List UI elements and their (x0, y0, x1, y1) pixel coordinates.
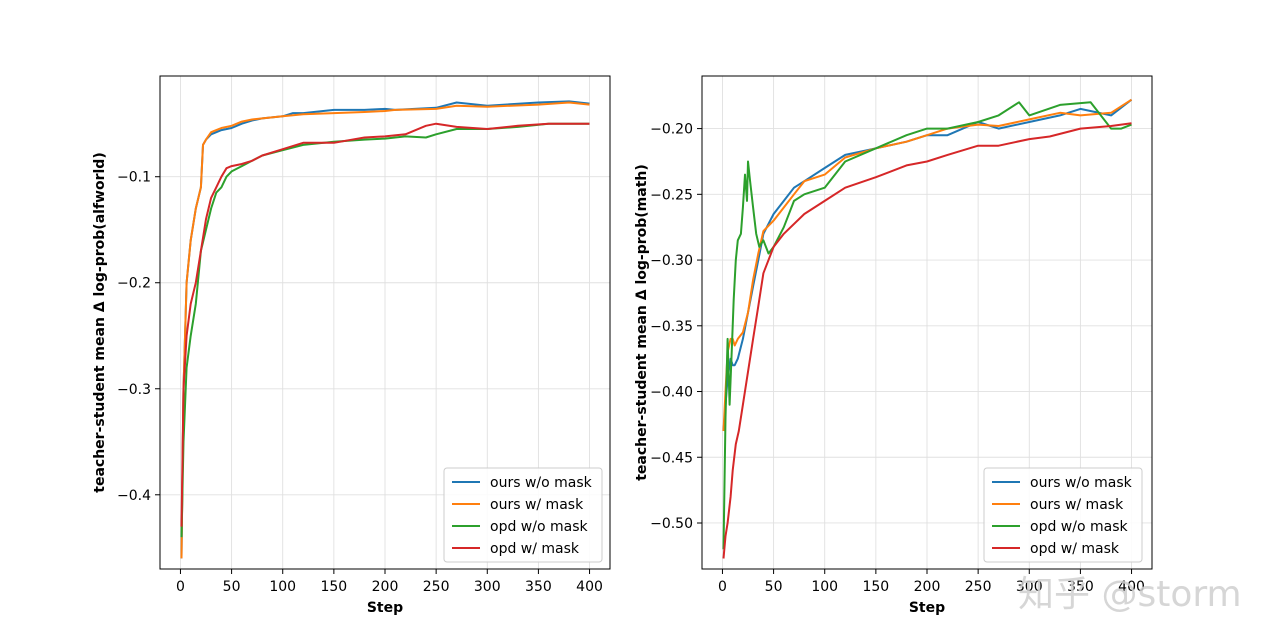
panel-1-series-opd-w-mask (722, 122, 1132, 559)
panel-1-xtick-label-150: 150 (862, 579, 889, 595)
panel-1-xtick-label-300: 300 (1016, 579, 1043, 595)
panel-1-legend-label-1: ours w/ mask (1030, 497, 1124, 513)
panel-0-ytick-label-2: −0.2 (117, 276, 151, 292)
panel-0-ylabel: teacher-student mean Δ log-prob(alfworld… (92, 152, 108, 492)
panel-1-legend-box (983, 467, 1143, 563)
panel-1-xtick-label-200: 200 (914, 579, 941, 595)
panel-0-xtick-label-150: 150 (320, 579, 347, 595)
panel-1-legend: ours w/o mask ours w/ mask opd w/o mask opd… (983, 467, 1143, 563)
panel-1-ytick-label-3: −0.35 (650, 319, 693, 335)
watermark: 知乎 @storm (1018, 574, 1242, 615)
panel-0-series-ours-w-mask (180, 101, 590, 559)
panel-0-xtick-label-50: 50 (223, 579, 241, 595)
panel-1-xtick-label-250: 250 (965, 579, 992, 595)
panel-0-legend-label-2: opd w/o mask (490, 519, 588, 535)
panel-1-xtick-label-100: 100 (811, 579, 838, 595)
panel-0-ytick-label-3: −0.1 (117, 170, 151, 186)
panel-1-series-ours-w-o-mask (722, 98, 1133, 432)
chart-alfworld: 0 50 100 150 200 250 300 350 400 −0.4 −0.3 −0.2 −0.1… (92, 75, 611, 616)
panel-0-ytick-label-0: −0.4 (117, 488, 151, 504)
panel-0-legend-label-0: ours w/o mask (490, 475, 593, 491)
panel-0-series-opd-w-mask (180, 122, 590, 527)
panel-1-ytick-label-5: −0.25 (650, 187, 693, 203)
panel-0-xtick-label-400: 400 (576, 579, 603, 595)
panel-0-ytick-label-1: −0.3 (117, 382, 151, 398)
panel-1-xlabel: Step (909, 600, 945, 616)
panel-0-xtick-label-200: 200 (372, 579, 399, 595)
panel-0-xtick-label-250: 250 (423, 579, 450, 595)
panel-1-ytick-label-1: −0.45 (650, 450, 693, 466)
chart-math: 0 50 100 150 200 250 300 350 400 −0.50 −0.45 −0.40 −… (634, 75, 1153, 616)
panel-1-xtick-label-400: 400 (1118, 579, 1145, 595)
panel-1-legend-label-0: ours w/o mask (1030, 475, 1133, 491)
panel-1-ytick-label-4: −0.30 (650, 253, 693, 269)
panel-0-legend: ours w/o mask ours w/ mask opd w/o mask opd… (443, 467, 603, 563)
panel-0-xtick-label-350: 350 (525, 579, 552, 595)
panel-0-xtick-label-0: 0 (176, 579, 185, 595)
panel-1-legend-label-2: opd w/o mask (1030, 519, 1128, 535)
panel-1-series-ours-w-mask (722, 98, 1133, 432)
panel-1-xtick-label-50: 50 (765, 579, 783, 595)
panel-0-xtick-label-100: 100 (269, 579, 296, 595)
panel-1-xtick-label-0: 0 (718, 579, 727, 595)
panel-1-ytick-label-2: −0.40 (650, 385, 693, 401)
panel-1-xtick-label-350: 350 (1067, 579, 1094, 595)
panel-1-legend-label-3: opd w/ mask (1030, 541, 1120, 557)
panel-1-series-opd-w-o-mask (722, 101, 1132, 550)
panel-0-legend-label-1: ours w/ mask (490, 497, 584, 513)
panel-0-xtick-label-300: 300 (474, 579, 501, 595)
panel-0-legend-label-3: opd w/ mask (490, 541, 580, 557)
panel-0-xlabel: Step (367, 600, 403, 616)
panel-1-ytick-label-0: −0.50 (650, 516, 693, 532)
panel-1-ylabel: teacher-student mean Δ log-prob(math) (634, 164, 650, 481)
panel-0-legend-box (443, 467, 603, 563)
panel-1-ytick-label-6: −0.20 (650, 122, 693, 138)
